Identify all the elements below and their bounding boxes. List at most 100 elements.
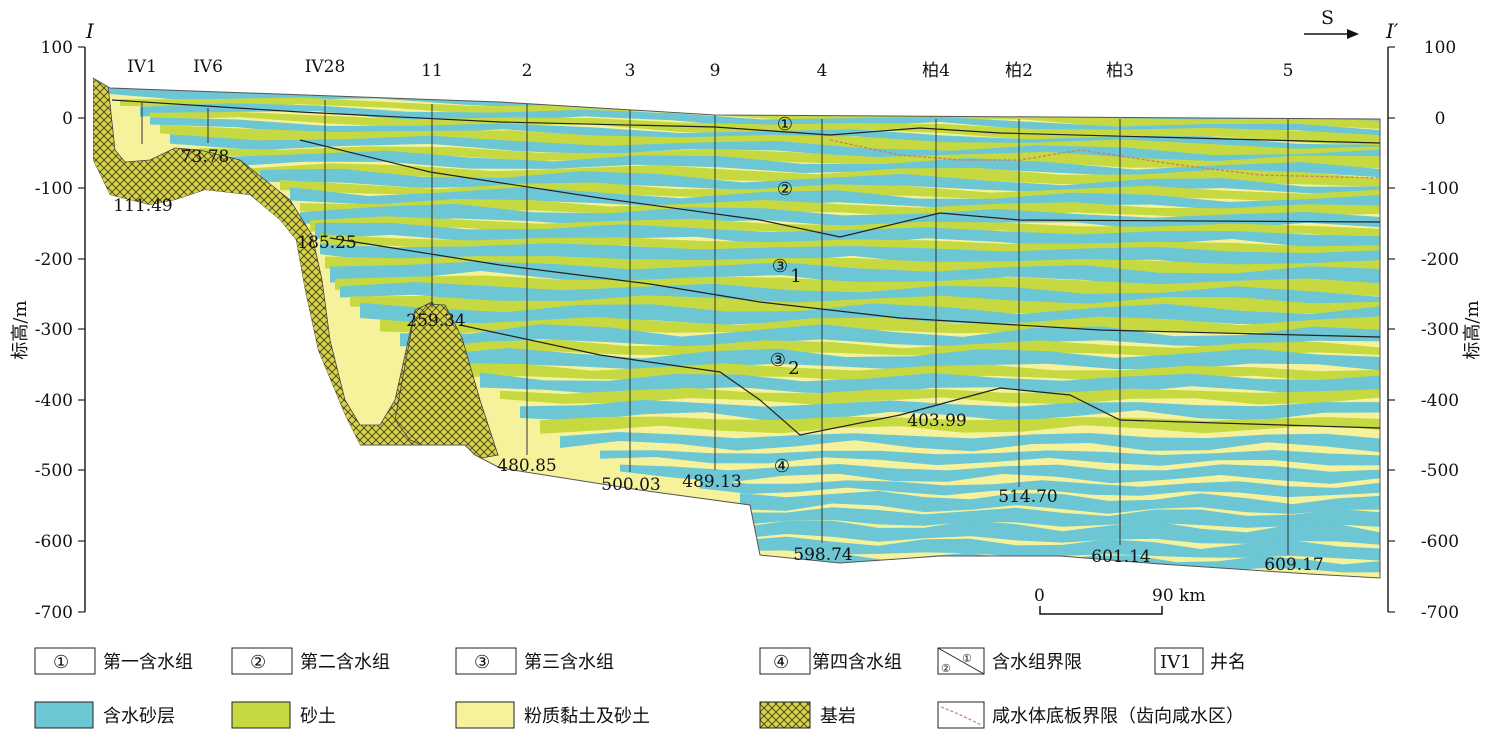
- strata-band: [335, 275, 1380, 297]
- legend: ① 第一含水组 ② 第二含水组 ③ 第三含水组 ④ 第四含水组 ① ② 含水组界…: [34, 647, 1246, 729]
- y-tick-label-left: -500: [35, 461, 73, 481]
- y-tick-label-right: -100: [1421, 179, 1459, 199]
- scale-start: 0: [1034, 586, 1045, 606]
- y-tick-label-left: 0: [62, 109, 73, 129]
- y-tick-label-right: -600: [1421, 532, 1459, 552]
- strata-band: [560, 432, 1380, 453]
- legend-swatch-bedrock: [759, 701, 811, 729]
- legend-symbol-4: ④: [773, 652, 789, 673]
- bottom-depth-label: 403.99: [907, 411, 966, 431]
- legend-swatch-aquifer-sand: [34, 701, 94, 729]
- bottom-depth-label: 514.70: [998, 487, 1057, 507]
- saline-floor-boundary: [829, 139, 1381, 179]
- svg-text:②: ②: [941, 662, 951, 675]
- y-tick-label-left: -200: [35, 250, 73, 270]
- well-name: 3: [625, 61, 636, 81]
- aquifer-group-label: ③: [772, 256, 788, 277]
- aquifer-group-label: ④: [774, 456, 790, 477]
- well-name: 5: [1283, 61, 1294, 81]
- legend-text-3: 第三含水组: [524, 652, 614, 673]
- legend-text-7: 含水砂层: [103, 706, 175, 727]
- y-tick-label-left: -600: [35, 532, 73, 552]
- well-name: IV6: [193, 57, 223, 77]
- scale-bar: 0 90 km: [1034, 586, 1205, 615]
- strata-band: [420, 339, 1380, 358]
- strata-band: [220, 150, 1380, 178]
- legend-text-10: 基岩: [820, 706, 856, 727]
- legend-symbol-2: ②: [250, 652, 266, 673]
- well-lines: [141, 100, 1289, 555]
- bottom-depth-label: 259.34: [406, 311, 465, 331]
- well-name: 柏2: [1005, 61, 1033, 81]
- y-tick-label-right: -500: [1421, 461, 1459, 481]
- bottom-depth-label: 598.74: [793, 545, 852, 565]
- legend-text-6: 井名: [1210, 652, 1246, 673]
- aquifer-group-label: 2: [788, 358, 799, 379]
- strata-band: [520, 399, 1380, 422]
- legend-symbol-3: ③: [474, 652, 490, 673]
- strata-band: [740, 507, 1380, 528]
- boundary-3-4: [459, 324, 1381, 436]
- bottom-depth-label: 185.25: [297, 233, 356, 253]
- y-tick-label-right: -700: [1421, 603, 1459, 623]
- aquifer-group-label: ③: [770, 350, 786, 371]
- strata-band: [740, 520, 1380, 546]
- well-name: 4: [817, 61, 828, 81]
- strata-band: [170, 134, 1380, 164]
- legend-swatch-4: [759, 647, 811, 675]
- well-name: 柏4: [922, 61, 950, 81]
- legend-text-4: 第四含水组: [812, 652, 902, 673]
- y-axis-title-left: 标高/m: [10, 300, 31, 359]
- strata-band: [740, 536, 1380, 561]
- legend-swatch-silty-clay: [455, 701, 515, 729]
- well-labels: IV1 IV6 IV28 11 2 3 9 4 柏4 柏2 柏3 5: [127, 57, 1293, 81]
- direction-label: S: [1321, 7, 1334, 29]
- well-name: IV28: [305, 57, 346, 77]
- bottom-depth-label: 601.14: [1091, 547, 1150, 567]
- well-name: 柏3: [1106, 61, 1134, 81]
- y-tick-label-left: -700: [35, 603, 73, 623]
- legend-text-5: 含水组界限: [992, 652, 1082, 673]
- legend-symbol-1: ①: [53, 652, 69, 673]
- aquifer-group-label: ②: [777, 179, 793, 200]
- y-tick-label-right: -300: [1421, 320, 1459, 340]
- well-name: 9: [710, 61, 721, 81]
- strata-band: [340, 282, 1380, 307]
- legend-text-1: 第一含水组: [103, 652, 193, 673]
- strata-band: [320, 243, 1380, 268]
- strata-band: [480, 372, 1380, 396]
- y-tick-label-left: 100: [41, 38, 73, 58]
- geologic-section: [93, 78, 1380, 578]
- aquifer-boundaries: [111, 99, 1381, 436]
- strata-band: [500, 387, 1380, 405]
- aquifer-boundary-swatch: ① ②: [937, 647, 985, 675]
- boundary-3a-3b: [329, 237, 1381, 338]
- legend-swatch-3: [455, 647, 517, 675]
- strata-band: [400, 324, 1380, 348]
- section-outline: [92, 77, 1381, 579]
- boundary-1-2: [111, 99, 1381, 144]
- aquifer-group-label: 1: [790, 266, 801, 287]
- depth-labels: 73.78 111.49 185.25 259.34 480.85 500.03 489.1…: [113, 147, 1323, 575]
- legend-swatch-6: [1154, 647, 1204, 675]
- well-name: 11: [421, 61, 443, 81]
- bottom-depth-label: 609.17: [1264, 555, 1323, 575]
- direction-arrow-icon: [1304, 29, 1359, 39]
- bottom-depth-label: 489.13: [682, 472, 741, 492]
- aquifer-group-labels: ①②③ 1③ 2④: [770, 114, 802, 477]
- strata-band: [200, 146, 1380, 169]
- legend-swatch-sand-soil: [231, 701, 291, 729]
- bottom-depth-label: 500.03: [601, 475, 660, 495]
- legend-text-2: 第二含水组: [300, 652, 390, 673]
- bottom-depth-label: 73.78: [181, 147, 230, 167]
- legend-swatch-2: [231, 647, 293, 675]
- section-start-label: I: [85, 19, 95, 43]
- saline-boundary-swatch: [937, 701, 985, 729]
- strata-band: [740, 490, 1380, 514]
- strata-band: [700, 479, 1380, 498]
- boundary-2-3: [299, 139, 1381, 238]
- legend-swatch-1: [34, 647, 96, 675]
- section-end-label: I′: [1385, 19, 1399, 43]
- legend-text-9: 粉质黏土及砂土: [524, 706, 650, 727]
